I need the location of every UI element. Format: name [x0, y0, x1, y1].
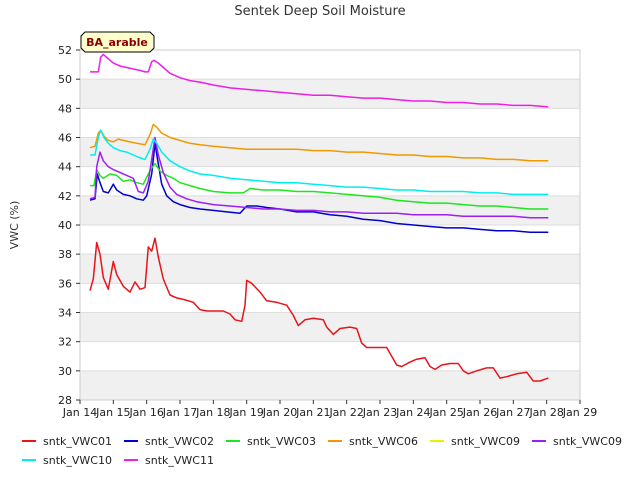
x-tick-label: Jan 25 [428, 406, 463, 419]
x-tick-label: Jan 15 [95, 406, 130, 419]
plot-band [80, 137, 580, 167]
x-tick-label: Jan 28 [528, 406, 563, 419]
y-tick-label: 34 [58, 307, 72, 320]
legend-label: sntk_VWC11 [145, 454, 214, 467]
x-tick-label: Jan 24 [395, 406, 430, 419]
series-line-sntk-vwc10 [90, 129, 549, 196]
legend-label: sntk_VWC01 [43, 435, 112, 448]
y-tick-label: 40 [58, 219, 72, 232]
legend-label: sntk_VWC06 [349, 435, 418, 448]
series-line-sntk-vwc06 [89, 123, 549, 162]
x-tick-label: Jan 17 [162, 406, 197, 419]
y-tick-label: 46 [58, 132, 72, 145]
series-line-sntk-vwc11 [90, 53, 549, 108]
series-line-sntk-vwc03 [90, 162, 549, 210]
y-tick-label: 44 [58, 161, 72, 174]
site-badge: BA_arable [80, 31, 155, 53]
x-tick-label: Jan 20 [262, 406, 297, 419]
series-line-sntk-vwc01 [89, 237, 549, 382]
site-badge-label: BA_arable [86, 36, 148, 49]
x-tick-label: Jan 14 [62, 406, 97, 419]
legend-label: sntk_VWC09 [451, 435, 520, 448]
plot-band [80, 370, 580, 400]
x-tick-label: Jan 16 [128, 406, 163, 419]
y-tick-label: 48 [58, 102, 72, 115]
y-axis-label: VWC (%) [8, 201, 21, 250]
chart-title: Sentek Deep Soil Moisture [234, 4, 405, 19]
legend-label: sntk_VWC10 [43, 454, 112, 467]
y-axis-ticks: 28 30 32 34 36 38 40 42 44 46 48 50 52 [58, 44, 80, 407]
series-line-sntk-vwc09 [89, 136, 549, 219]
y-tick-label: 52 [58, 44, 72, 57]
x-tick-label: Jan 29 [562, 406, 597, 419]
y-tick-label: 42 [58, 190, 72, 203]
x-tick-label: Jan 18 [195, 406, 230, 419]
legend: sntk_VWC01 sntk_VWC02 sntk_VWC03 sntk_VWC06… [22, 435, 622, 467]
series-lines [89, 53, 549, 382]
x-tick-label: Jan 19 [228, 406, 263, 419]
x-tick-label: Jan 26 [462, 406, 497, 419]
plot-band [80, 312, 580, 342]
plot-band [80, 254, 580, 284]
plot-background [80, 79, 580, 400]
plot-band [80, 195, 580, 225]
legend-label: sntk_VWC09 [553, 435, 622, 448]
y-tick-label: 28 [58, 394, 72, 407]
x-tick-label: Jan 27 [495, 406, 530, 419]
y-tick-label: 50 [58, 73, 72, 86]
series-line-sntk-vwc02 [89, 142, 549, 234]
y-tick-label: 30 [58, 365, 72, 378]
legend-label: sntk_VWC02 [145, 435, 214, 448]
x-tick-label: Jan 23 [362, 406, 397, 419]
x-tick-label: Jan 22 [328, 406, 363, 419]
y-tick-label: 38 [58, 248, 72, 261]
y-tick-label: 36 [58, 277, 72, 290]
y-tick-label: 32 [58, 336, 72, 349]
x-tick-label: Jan 21 [295, 406, 330, 419]
legend-label: sntk_VWC03 [247, 435, 316, 448]
